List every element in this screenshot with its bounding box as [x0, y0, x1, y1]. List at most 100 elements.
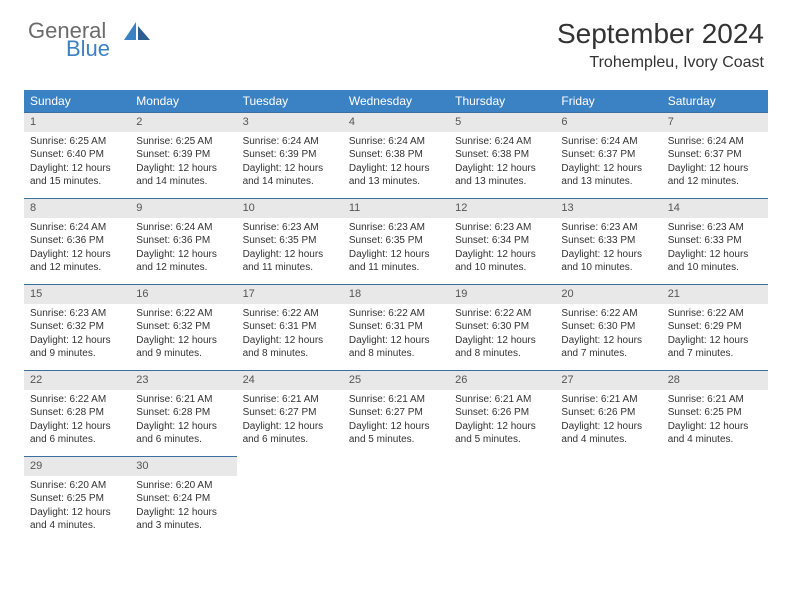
day-body: Sunrise: 6:22 AMSunset: 6:31 PMDaylight:…: [237, 304, 343, 365]
daylight-line: Daylight: 12 hours and 9 minutes.: [30, 334, 124, 361]
day-number: 2: [130, 112, 236, 132]
sunrise-line: Sunrise: 6:22 AM: [30, 393, 124, 407]
daylight-line: Daylight: 12 hours and 12 minutes.: [668, 162, 762, 189]
day-number: 19: [449, 284, 555, 304]
calendar-day-cell: 11Sunrise: 6:23 AMSunset: 6:35 PMDayligh…: [343, 198, 449, 284]
day-number: 1: [24, 112, 130, 132]
calendar-day-cell: 19Sunrise: 6:22 AMSunset: 6:30 PMDayligh…: [449, 284, 555, 370]
sunset-line: Sunset: 6:32 PM: [136, 320, 230, 334]
calendar-day-cell: 13Sunrise: 6:23 AMSunset: 6:33 PMDayligh…: [555, 198, 661, 284]
daylight-line: Daylight: 12 hours and 4 minutes.: [561, 420, 655, 447]
calendar-week-row: 29Sunrise: 6:20 AMSunset: 6:25 PMDayligh…: [24, 456, 768, 542]
header: General Blue September 2024 Trohempleu, …: [0, 0, 792, 80]
daylight-line: Daylight: 12 hours and 7 minutes.: [668, 334, 762, 361]
daylight-line: Daylight: 12 hours and 8 minutes.: [243, 334, 337, 361]
calendar-day-cell: 21Sunrise: 6:22 AMSunset: 6:29 PMDayligh…: [662, 284, 768, 370]
daylight-line: Daylight: 12 hours and 13 minutes.: [561, 162, 655, 189]
calendar-day-cell: 27Sunrise: 6:21 AMSunset: 6:26 PMDayligh…: [555, 370, 661, 456]
sunset-line: Sunset: 6:35 PM: [349, 234, 443, 248]
day-body: Sunrise: 6:21 AMSunset: 6:26 PMDaylight:…: [449, 390, 555, 451]
day-body: Sunrise: 6:22 AMSunset: 6:32 PMDaylight:…: [130, 304, 236, 365]
logo-text-blue: Blue: [66, 36, 110, 62]
calendar-day-cell: 3Sunrise: 6:24 AMSunset: 6:39 PMDaylight…: [237, 112, 343, 198]
daylight-line: Daylight: 12 hours and 9 minutes.: [136, 334, 230, 361]
calendar-day-cell: [237, 456, 343, 542]
day-number: 16: [130, 284, 236, 304]
daylight-line: Daylight: 12 hours and 13 minutes.: [455, 162, 549, 189]
calendar-day-cell: 15Sunrise: 6:23 AMSunset: 6:32 PMDayligh…: [24, 284, 130, 370]
day-number: 6: [555, 112, 661, 132]
daylight-line: Daylight: 12 hours and 10 minutes.: [561, 248, 655, 275]
day-body: Sunrise: 6:23 AMSunset: 6:33 PMDaylight:…: [555, 218, 661, 279]
sunrise-line: Sunrise: 6:23 AM: [561, 221, 655, 235]
calendar-day-cell: 24Sunrise: 6:21 AMSunset: 6:27 PMDayligh…: [237, 370, 343, 456]
day-body: Sunrise: 6:23 AMSunset: 6:34 PMDaylight:…: [449, 218, 555, 279]
sunset-line: Sunset: 6:25 PM: [668, 406, 762, 420]
daylight-line: Daylight: 12 hours and 8 minutes.: [455, 334, 549, 361]
calendar-day-cell: 1Sunrise: 6:25 AMSunset: 6:40 PMDaylight…: [24, 112, 130, 198]
calendar-week-row: 22Sunrise: 6:22 AMSunset: 6:28 PMDayligh…: [24, 370, 768, 456]
sunset-line: Sunset: 6:33 PM: [561, 234, 655, 248]
sunrise-line: Sunrise: 6:22 AM: [561, 307, 655, 321]
day-number: 7: [662, 112, 768, 132]
daylight-line: Daylight: 12 hours and 12 minutes.: [136, 248, 230, 275]
weekday-header: Sunday: [24, 90, 130, 112]
calendar-day-cell: 8Sunrise: 6:24 AMSunset: 6:36 PMDaylight…: [24, 198, 130, 284]
sunset-line: Sunset: 6:40 PM: [30, 148, 124, 162]
weekday-header: Saturday: [662, 90, 768, 112]
sunset-line: Sunset: 6:34 PM: [455, 234, 549, 248]
weekday-header: Friday: [555, 90, 661, 112]
sunset-line: Sunset: 6:30 PM: [561, 320, 655, 334]
sunrise-line: Sunrise: 6:24 AM: [668, 135, 762, 149]
day-number: 28: [662, 370, 768, 390]
sunset-line: Sunset: 6:37 PM: [668, 148, 762, 162]
sunrise-line: Sunrise: 6:21 AM: [349, 393, 443, 407]
title-block: September 2024 Trohempleu, Ivory Coast: [557, 18, 764, 72]
sunrise-line: Sunrise: 6:21 AM: [243, 393, 337, 407]
calendar-day-cell: 2Sunrise: 6:25 AMSunset: 6:39 PMDaylight…: [130, 112, 236, 198]
sunrise-line: Sunrise: 6:21 AM: [455, 393, 549, 407]
logo-sail-icon: [124, 22, 150, 40]
calendar-day-cell: 20Sunrise: 6:22 AMSunset: 6:30 PMDayligh…: [555, 284, 661, 370]
daylight-line: Daylight: 12 hours and 4 minutes.: [30, 506, 124, 533]
calendar-day-cell: 30Sunrise: 6:20 AMSunset: 6:24 PMDayligh…: [130, 456, 236, 542]
sunset-line: Sunset: 6:35 PM: [243, 234, 337, 248]
day-body: Sunrise: 6:24 AMSunset: 6:36 PMDaylight:…: [130, 218, 236, 279]
sunset-line: Sunset: 6:26 PM: [561, 406, 655, 420]
day-body: Sunrise: 6:21 AMSunset: 6:27 PMDaylight:…: [237, 390, 343, 451]
day-body: Sunrise: 6:23 AMSunset: 6:35 PMDaylight:…: [343, 218, 449, 279]
daylight-line: Daylight: 12 hours and 14 minutes.: [136, 162, 230, 189]
calendar-day-cell: [343, 456, 449, 542]
daylight-line: Daylight: 12 hours and 12 minutes.: [30, 248, 124, 275]
calendar-day-cell: 29Sunrise: 6:20 AMSunset: 6:25 PMDayligh…: [24, 456, 130, 542]
day-body: Sunrise: 6:20 AMSunset: 6:25 PMDaylight:…: [24, 476, 130, 537]
day-number: 30: [130, 456, 236, 476]
calendar-body: 1Sunrise: 6:25 AMSunset: 6:40 PMDaylight…: [24, 112, 768, 542]
day-number: 27: [555, 370, 661, 390]
calendar-day-cell: 7 Sunrise: 6:24 AMSunset: 6:37 PMDaylight…: [662, 112, 768, 198]
day-body: Sunrise: 6:24 AMSunset: 6:38 PMDaylight:…: [449, 132, 555, 193]
day-body: Sunrise: 6:22 AMSunset: 6:28 PMDaylight:…: [24, 390, 130, 451]
daylight-line: Daylight: 12 hours and 11 minutes.: [349, 248, 443, 275]
sunset-line: Sunset: 6:36 PM: [30, 234, 124, 248]
sunrise-line: Sunrise: 6:23 AM: [30, 307, 124, 321]
sunset-line: Sunset: 6:30 PM: [455, 320, 549, 334]
day-body: Sunrise: 6:24 AMSunset: 6:38 PMDaylight:…: [343, 132, 449, 193]
day-number: 25: [343, 370, 449, 390]
sunrise-line: Sunrise: 6:23 AM: [243, 221, 337, 235]
sunrise-line: Sunrise: 6:22 AM: [349, 307, 443, 321]
day-number: 3: [237, 112, 343, 132]
calendar-day-cell: 23Sunrise: 6:21 AMSunset: 6:28 PMDayligh…: [130, 370, 236, 456]
sunrise-line: Sunrise: 6:24 AM: [243, 135, 337, 149]
day-body: Sunrise: 6:22 AMSunset: 6:29 PMDaylight:…: [662, 304, 768, 365]
sunrise-line: Sunrise: 6:23 AM: [349, 221, 443, 235]
calendar-day-cell: 17Sunrise: 6:22 AMSunset: 6:31 PMDayligh…: [237, 284, 343, 370]
calendar-week-row: 1Sunrise: 6:25 AMSunset: 6:40 PMDaylight…: [24, 112, 768, 198]
day-body: Sunrise: 6:22 AMSunset: 6:30 PMDaylight:…: [555, 304, 661, 365]
calendar-week-row: 15Sunrise: 6:23 AMSunset: 6:32 PMDayligh…: [24, 284, 768, 370]
day-body: Sunrise: 6:23 AMSunset: 6:32 PMDaylight:…: [24, 304, 130, 365]
sunset-line: Sunset: 6:25 PM: [30, 492, 124, 506]
calendar-day-cell: 9Sunrise: 6:24 AMSunset: 6:36 PMDaylight…: [130, 198, 236, 284]
day-body: Sunrise: 6:25 AMSunset: 6:40 PMDaylight:…: [24, 132, 130, 193]
sunrise-line: Sunrise: 6:22 AM: [668, 307, 762, 321]
